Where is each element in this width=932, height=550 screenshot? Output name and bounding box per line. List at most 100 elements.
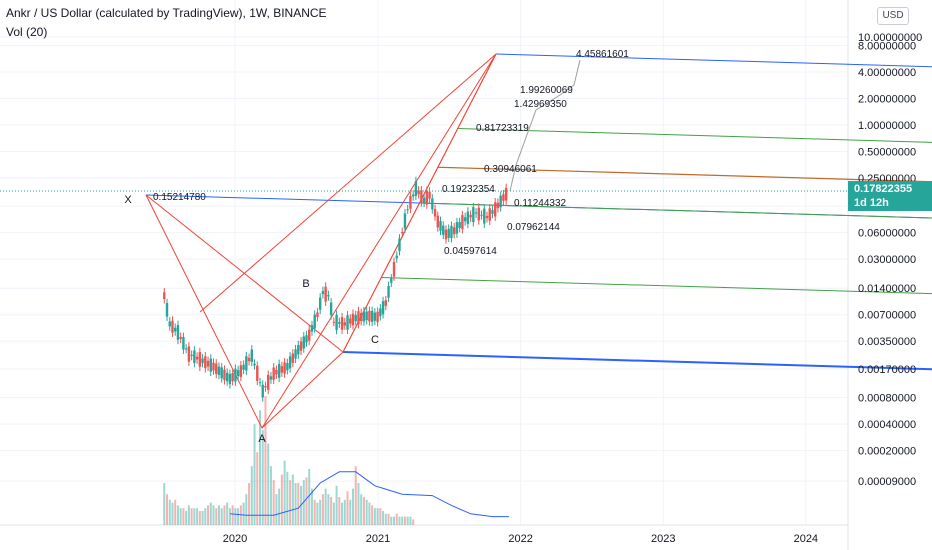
candle-body — [447, 228, 450, 238]
candle-body — [272, 367, 275, 380]
harmonic-pattern — [145, 53, 497, 430]
candle-body — [450, 225, 453, 239]
volume-bar — [166, 494, 169, 525]
candle-body — [215, 363, 218, 374]
price-annotation: 1.42969350 — [514, 99, 567, 110]
candle-body — [461, 215, 464, 230]
candle-body — [242, 364, 245, 370]
volume-bar — [343, 499, 346, 525]
candle-body — [220, 367, 223, 379]
pitchfork-level — [419, 202, 932, 219]
volume-bar — [291, 474, 294, 525]
candle-body — [406, 209, 409, 211]
candle-body — [368, 310, 371, 322]
candle-body — [250, 349, 254, 362]
candle-body — [343, 322, 346, 326]
symbol-title[interactable]: Ankr / US Dollar (calculated by TradingV… — [6, 6, 327, 20]
candle-body — [439, 221, 442, 231]
projection-path — [509, 59, 581, 192]
y-axis-tick-label: 0.00040000 — [858, 419, 916, 431]
candle-body — [381, 301, 385, 315]
candle-body — [357, 311, 360, 324]
candle-body — [201, 358, 204, 364]
candle-body — [193, 350, 196, 364]
volume-bar — [379, 508, 382, 525]
candle-body — [433, 208, 437, 217]
candle-body — [316, 312, 319, 317]
volume-bar — [190, 508, 193, 525]
y-axis-tick-label: 0.00020000 — [858, 446, 916, 458]
volume-indicator-label[interactable]: Vol (20) — [6, 25, 48, 39]
candle-body — [428, 191, 431, 199]
pattern-point-label: B — [302, 278, 309, 290]
candle-body — [302, 336, 305, 349]
volume-bar — [163, 483, 166, 525]
y-axis-tick-label: 0.50000000 — [858, 147, 916, 159]
y-axis-tick-label: 4.00000000 — [858, 67, 916, 79]
candle-body — [280, 366, 284, 373]
y-axis-tick-label: 2.00000000 — [858, 94, 916, 106]
current-price: 0.17822355 — [854, 183, 913, 195]
price-annotation: 0.30946061 — [484, 164, 537, 175]
pitchfork-upper — [495, 53, 932, 68]
candle-body — [496, 202, 500, 209]
price-annotation: 0.81723319 — [476, 123, 529, 134]
candle-body — [165, 303, 169, 317]
candle-body — [502, 194, 505, 201]
volume-bar — [231, 505, 234, 525]
volume-bar — [280, 474, 283, 525]
candle-body — [234, 368, 237, 382]
volume-bar — [360, 494, 363, 525]
candle-body — [390, 278, 393, 283]
x-axis-tick-label: 2023 — [651, 533, 675, 545]
volume-bar — [286, 471, 289, 525]
price-annotation: 4.45861601 — [576, 49, 629, 60]
volume-bar — [226, 502, 229, 525]
candle-body — [395, 255, 398, 259]
volume-bar — [395, 513, 398, 525]
volume-bar — [403, 516, 406, 525]
volume-bar — [209, 502, 212, 525]
currency-button[interactable]: USD — [877, 7, 909, 25]
volume-bar — [242, 502, 245, 525]
volume-bar — [373, 508, 376, 525]
y-axis-tick-label: 0.00080000 — [858, 393, 916, 405]
pitchfork-lower — [342, 351, 932, 371]
volume-bar — [179, 508, 182, 525]
price-annotation: 1.99260069 — [520, 85, 573, 96]
candle-body — [198, 352, 202, 367]
volume-bar — [327, 494, 330, 525]
x-axis-tick-label: 2020 — [223, 533, 247, 545]
y-axis-tick-label: 0.00009000 — [858, 476, 916, 488]
candle-body — [436, 215, 439, 228]
volume-bar — [228, 508, 231, 525]
candle-body — [362, 311, 366, 322]
candle-body — [269, 376, 273, 380]
candle-body — [308, 329, 311, 341]
candle-body — [499, 195, 502, 208]
volume-bar — [319, 499, 322, 525]
candle-body — [171, 320, 174, 333]
volume-bar — [198, 511, 201, 525]
candle-body — [247, 357, 251, 362]
volume-bar — [174, 499, 177, 525]
harmonic-pattern — [199, 53, 497, 313]
pattern-point-label: C — [371, 334, 379, 346]
candle-body — [324, 286, 327, 302]
candle-body — [472, 207, 475, 223]
volume-bar — [362, 497, 365, 525]
candle-body — [195, 356, 199, 360]
candle-body — [264, 385, 267, 388]
candle-body — [340, 317, 344, 330]
volume-bar — [341, 502, 344, 525]
candle-body — [223, 369, 226, 381]
volume-bar — [171, 502, 174, 525]
candle-body — [277, 363, 281, 378]
y-axis-tick-label: 10.00000000 — [858, 32, 922, 44]
candle-body — [245, 356, 248, 371]
candle-body — [179, 336, 182, 339]
candle-body — [275, 369, 278, 375]
candle-body — [403, 213, 407, 229]
candle-body — [310, 325, 314, 332]
